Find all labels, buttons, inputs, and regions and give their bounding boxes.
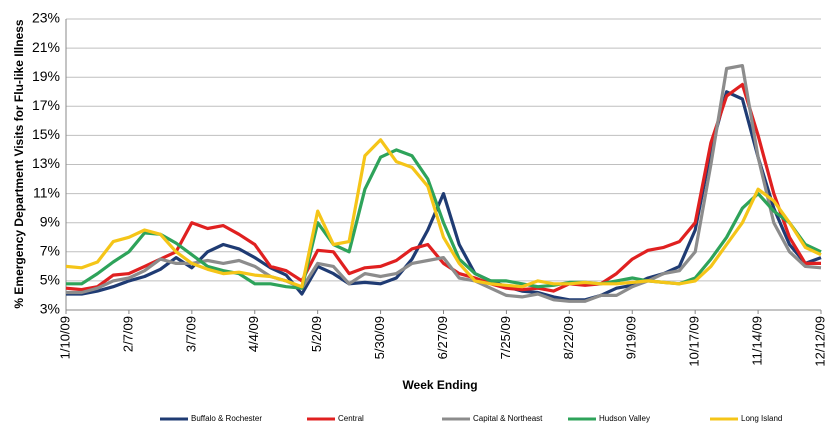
y-tick-label: 13%	[32, 155, 60, 171]
y-tick-label: 15%	[32, 126, 60, 142]
y-tick-label: 7%	[40, 243, 60, 259]
y-tick-label: 21%	[32, 39, 60, 55]
x-tick-label: 9/19/09	[624, 316, 639, 359]
x-tick-label: 6/27/09	[435, 316, 450, 359]
legend-label: Capital & Northeast	[473, 414, 543, 423]
legend-label: Hudson Valley	[599, 414, 650, 423]
x-tick-label: 1/10/09	[57, 316, 72, 359]
x-tick-label: 5/30/09	[372, 316, 387, 359]
y-tick-label: 3%	[40, 301, 60, 317]
x-tick-label: 12/12/09	[812, 316, 827, 367]
y-tick-label: 9%	[40, 213, 60, 229]
y-tick-label: 17%	[32, 97, 60, 113]
legend-label: Long Island	[741, 414, 782, 423]
y-tick-label: 23%	[32, 10, 60, 26]
x-tick-label: 8/22/09	[561, 316, 576, 359]
x-tick-label: 2/7/09	[120, 316, 135, 352]
legend-label: Buffalo & Rochester	[191, 414, 262, 423]
series-line	[66, 63, 822, 303]
legend-label: Central	[338, 414, 364, 423]
x-tick-label: 5/2/09	[309, 316, 324, 352]
x-tick-label: 10/17/09	[687, 316, 702, 367]
x-tick-label: 7/25/09	[498, 316, 513, 359]
series-line	[65, 82, 821, 293]
x-axis-label: Week Ending	[402, 378, 477, 392]
x-tick-label: 4/4/09	[246, 316, 261, 352]
x-tick-label: 11/14/09	[750, 316, 765, 366]
series-line	[66, 90, 822, 302]
y-axis-label: % Emergency Department Visits for Flu-li…	[12, 19, 26, 309]
series-line	[66, 148, 822, 290]
y-tick-label: 11%	[33, 184, 60, 200]
y-tick-label: 5%	[40, 272, 60, 288]
series-line	[65, 138, 822, 289]
x-tick-label: 3/7/09	[183, 316, 198, 352]
y-tick-label: 19%	[32, 68, 60, 84]
